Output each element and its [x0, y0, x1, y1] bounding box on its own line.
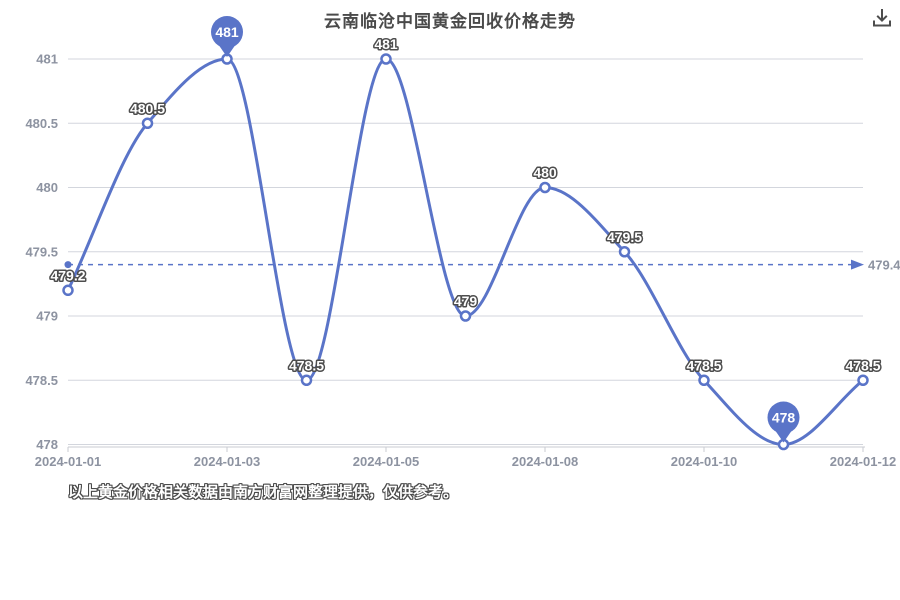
x-tick-label: 2024-01-08 [512, 454, 579, 469]
chart-title: 云南临沧中国黄金回收价格走势 [324, 12, 576, 31]
data-point-label: 479 [454, 293, 478, 309]
mark-point-label: 478 [772, 410, 796, 426]
data-point[interactable] [698, 374, 710, 386]
footnote: 以上黄金价格相关数据由南方财富网整理提供，仅供参考。 [68, 484, 459, 501]
data-point[interactable] [380, 53, 392, 65]
x-tick-label: 2024-01-03 [194, 454, 261, 469]
y-tick-label: 478.5 [25, 373, 58, 388]
x-tick-label: 2024-01-01 [35, 454, 102, 469]
data-points[interactable] [62, 53, 869, 451]
x-tick-label: 2024-01-05 [353, 454, 420, 469]
y-tick-label: 480 [36, 180, 58, 195]
y-tick-label: 479 [36, 309, 58, 324]
y-axis-labels: 481 480.5 480 479.5 479 478.5 478 [25, 52, 58, 453]
mark-line-label: 479.4 [868, 258, 900, 273]
data-point-label: 481 [374, 36, 398, 52]
mark-point-pin-max: 481 [211, 16, 243, 57]
download-icon [873, 9, 891, 27]
data-point-label: 480.5 [130, 100, 165, 116]
x-tick-label: 2024-01-10 [671, 454, 738, 469]
y-tick-label: 479.5 [25, 244, 58, 259]
data-point[interactable] [62, 284, 74, 297]
y-tick-label: 480.5 [25, 116, 58, 131]
data-point-label: 479.5 [607, 229, 642, 245]
mark-points: 481 478 [211, 16, 800, 443]
mark-point-label: 481 [215, 24, 239, 40]
data-point-label: 478.5 [686, 357, 721, 373]
data-point[interactable] [459, 310, 472, 322]
x-axis: 2024-01-01 2024-01-03 2024-01-05 2024-01-08… [35, 446, 897, 469]
data-point[interactable] [539, 181, 551, 194]
data-point-label: 478.5 [845, 357, 880, 373]
data-point[interactable] [857, 374, 869, 386]
data-point-label: 478.5 [289, 357, 324, 373]
y-tick-label: 481 [36, 52, 58, 67]
data-point-labels: 479.2 480.5 478.5 481 479 480 479.5 478.5 478.5 [49, 35, 882, 375]
data-point[interactable] [300, 374, 313, 386]
data-point[interactable] [141, 117, 154, 129]
download-button[interactable] [868, 4, 896, 32]
mark-point-pin-min: 478 [767, 401, 800, 443]
data-point-label: 480 [533, 165, 557, 181]
data-point[interactable] [618, 246, 631, 258]
grid-lines [68, 58, 863, 445]
y-tick-label: 478 [36, 437, 58, 452]
x-tick-label: 2024-01-12 [830, 454, 897, 469]
data-point-label: 479.2 [50, 267, 85, 283]
mark-line: 479.4 [64, 258, 900, 273]
mark-line-arrow-icon [851, 259, 864, 270]
